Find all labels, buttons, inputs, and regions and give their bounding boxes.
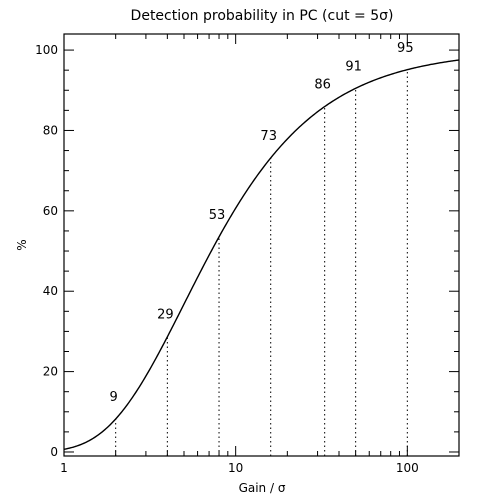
y-tick-label: 0 <box>50 445 58 459</box>
x-tick-label: 100 <box>396 461 419 475</box>
chart-title: Detection probability in PC (cut = 5σ) <box>131 8 394 24</box>
y-tick-label: 80 <box>43 123 58 137</box>
x-axis-label: Gain / σ <box>239 481 286 495</box>
axis-ticks: 1 10 100 0 20 40 60 80 100 <box>35 34 460 475</box>
y-tick-label: 20 <box>43 365 58 379</box>
y-tick-label: 60 <box>43 204 58 218</box>
marker-value-label: 73 <box>260 129 277 144</box>
marker-value-label: 86 <box>314 78 331 93</box>
marker-value-label: 29 <box>157 308 174 323</box>
detection-curve <box>63 59 460 450</box>
x-tick-label: 10 <box>228 461 243 475</box>
marker-value-label: 91 <box>345 59 362 74</box>
marker-guide-lines <box>115 69 408 456</box>
plot-frame <box>63 33 460 457</box>
marker-annotations: 9 29 53 73 86 91 95 <box>110 41 414 405</box>
marker-value-label: 95 <box>397 41 414 56</box>
y-tick-label: 100 <box>35 43 58 57</box>
marker-value-label: 53 <box>209 208 226 223</box>
marker-value-label: 9 <box>110 390 118 405</box>
x-tick-label: 1 <box>60 461 68 475</box>
y-axis-label: % <box>15 239 29 250</box>
y-tick-label: 40 <box>43 284 58 298</box>
